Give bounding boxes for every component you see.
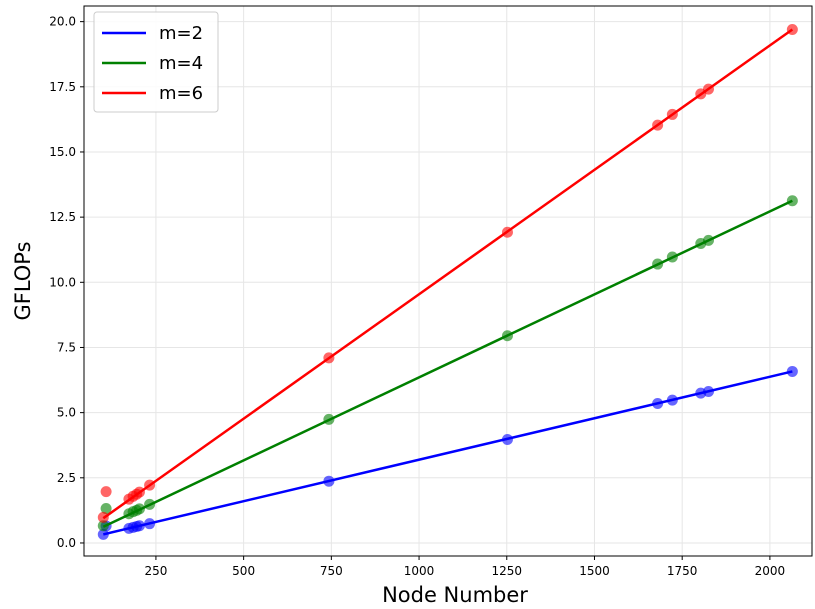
x-tick-label: 250	[144, 564, 167, 578]
grid	[84, 6, 812, 556]
y-tick-label: 20.0	[49, 15, 76, 29]
legend-label-m6: m=6	[159, 83, 203, 104]
legend-label-m4: m=4	[159, 53, 203, 74]
x-tick-label: 500	[232, 564, 255, 578]
legend-label-m2: m=2	[159, 23, 203, 44]
series-m6	[97, 23, 798, 523]
legend-entry-m2: m=2	[102, 23, 203, 44]
x-tick-label: 1250	[491, 564, 522, 578]
x-tick-label: 750	[320, 564, 343, 578]
legend-entry-m4: m=4	[102, 53, 203, 74]
series-m4	[97, 195, 798, 532]
data-point	[100, 503, 112, 515]
y-tick-label: 0.0	[57, 536, 76, 550]
ticks: 250 500 750 1000 1250 1500 1750 2000 0.0 2.5 5.0 7.…	[49, 15, 785, 578]
y-tick-label: 12.5	[49, 210, 76, 224]
y-tick-label: 5.0	[57, 406, 76, 420]
x-tick-label: 1000	[404, 564, 435, 578]
x-tick-label: 1500	[579, 564, 610, 578]
y-tick-label: 2.5	[57, 471, 76, 485]
data-point	[100, 486, 112, 498]
y-tick-label: 17.5	[49, 80, 76, 94]
x-axis-label: Node Number	[382, 583, 528, 607]
y-tick-label: 15.0	[49, 145, 76, 159]
x-tick-label: 2000	[755, 564, 786, 578]
legend: m=2 m=4 m=6	[93, 11, 219, 113]
legend-box	[93, 11, 219, 113]
y-axis-label: GFLOPs	[11, 241, 35, 320]
fit-line	[102, 28, 794, 520]
plot-area-frame	[83, 5, 813, 557]
x-tick-label: 1750	[667, 564, 698, 578]
fit-line	[103, 370, 793, 536]
y-tick-label: 10.0	[49, 275, 76, 289]
y-tick-label: 7.5	[57, 340, 76, 354]
fit-line	[102, 199, 793, 528]
series-layer	[97, 23, 798, 540]
legend-entry-m6: m=6	[102, 83, 203, 104]
